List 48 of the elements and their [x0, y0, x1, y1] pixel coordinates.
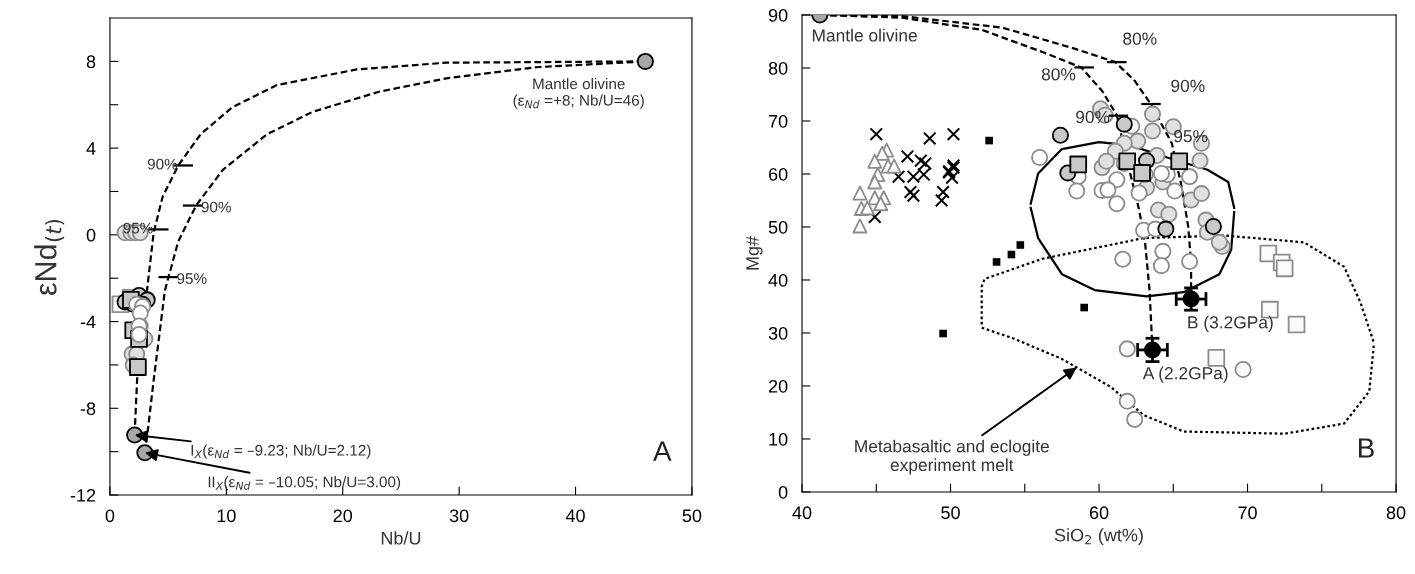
y-tick-label: 10: [769, 432, 788, 446]
y-tick-label: 70: [768, 114, 788, 128]
y-tick-label: 0: [778, 485, 788, 499]
annotation: B (3.2GPa): [1188, 315, 1273, 332]
y-tick-label: 50: [768, 220, 788, 234]
x-axis-title: SiO$_{2}$ (wt%): [1054, 528, 1143, 546]
annotation: 80%: [1041, 68, 1076, 81]
x-tick-label: 40: [565, 509, 585, 523]
annotation: 90%: [201, 201, 231, 213]
x-tick-label: 50: [941, 506, 960, 520]
x-tick-label: 10: [217, 509, 236, 523]
annotation: B: [1359, 438, 1374, 458]
annotation: Metabasaltic and eclogite experiment melt: [855, 439, 1049, 475]
annotation: 90%: [147, 158, 178, 170]
y-axis-title: Mg#: [746, 236, 763, 270]
y-tick-label: 20: [768, 379, 788, 393]
x-tick-label: 60: [1089, 506, 1109, 520]
annotation: 90%: [1171, 79, 1205, 93]
y-tick-label: 90: [768, 8, 788, 22]
x-tick-label: 70: [1238, 506, 1257, 520]
y-tick-label: 8: [86, 55, 96, 69]
y-tick-label: 30: [768, 326, 788, 340]
annotation: Mantle olivine (ε$_{Nd}$ =+8; Nb/U=46): [513, 78, 644, 109]
annotation: Mantle olivine: [812, 28, 917, 42]
x-tick-label: 50: [682, 509, 702, 523]
y-tick-label: -8: [80, 402, 96, 416]
annotation: 80%: [1123, 32, 1157, 45]
y-tick-label: -12: [70, 488, 96, 502]
y-tick-label: 40: [768, 273, 788, 287]
annotation: I$_{X}$(ε$_{Nd}$ = –9.23; Nb/U=2.12): [191, 444, 371, 459]
x-tick-label: 20: [333, 509, 353, 523]
annotation: 95%: [1174, 130, 1208, 143]
x-tick-label: 80: [1386, 506, 1406, 520]
y-tick-label: -4: [80, 315, 96, 329]
x-axis-title: Nb/U: [381, 531, 421, 545]
x-tick-label: 30: [449, 509, 469, 523]
y-tick-label: 0: [86, 228, 96, 242]
annotation: A (2.2GPa): [1142, 366, 1228, 383]
x-tick-label: 40: [792, 506, 812, 520]
y-tick-label: 80: [768, 61, 788, 75]
y-tick-label: 4: [86, 142, 96, 155]
y-tick-label: 60: [768, 167, 788, 181]
y-axis-title: εNd$_{(t)}$: [34, 219, 65, 296]
annotation: A: [653, 441, 672, 461]
annotation: 95%: [123, 222, 153, 234]
annotation: 95%: [177, 273, 207, 284]
x-tick-label: 0: [105, 509, 115, 523]
annotation: II$_{X}$(ε$_{Nd}$ = –10.05; Nb/U=3.00): [208, 476, 401, 491]
